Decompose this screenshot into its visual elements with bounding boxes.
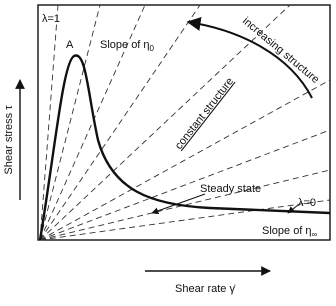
dashed-lines xyxy=(39,4,331,241)
label: Slope of η∞ xyxy=(262,225,318,239)
lambda-arrow xyxy=(287,204,299,214)
label-sub: 0 xyxy=(150,44,155,53)
label: λ=1 xyxy=(42,13,60,25)
label-sub: ∞ xyxy=(312,230,318,239)
structure-arrow xyxy=(186,17,313,99)
label: λ=0 xyxy=(298,197,316,209)
label: Slope of η0 xyxy=(100,39,155,53)
y-axis-label: Shear stress τ xyxy=(3,105,15,175)
stress-curve xyxy=(38,54,331,241)
label: increasing structure xyxy=(240,15,321,86)
steady-arrow xyxy=(151,193,206,215)
label-text: Slope of η xyxy=(100,39,150,51)
plot-frame xyxy=(37,4,331,241)
label-text: Slope of η xyxy=(262,225,312,237)
label: constant structure xyxy=(173,76,236,152)
label: A xyxy=(66,39,74,51)
label: Steady state xyxy=(200,183,261,195)
x-axis-label: Shear rate γ̇ xyxy=(175,283,236,295)
